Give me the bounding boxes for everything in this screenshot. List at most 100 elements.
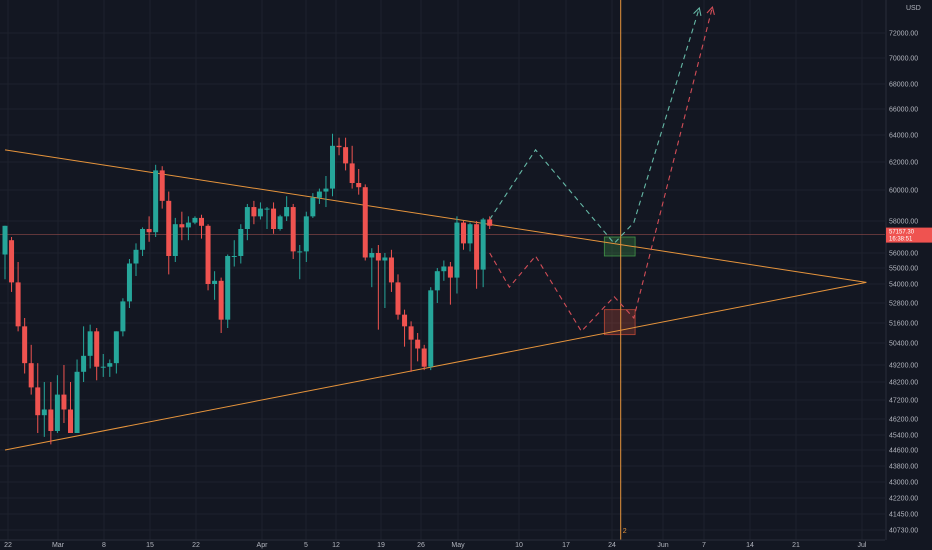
candle-body (133, 249, 139, 264)
time-tick-label: Mar (52, 542, 65, 549)
candle-body (15, 282, 21, 327)
candle-body (461, 222, 466, 244)
candle-body (212, 280, 218, 284)
candle-body (205, 225, 211, 284)
price-tick-label: 43800.00 (889, 464, 918, 471)
candle-body (41, 409, 47, 416)
time-tick-label: 10 (515, 542, 523, 549)
time-tick-label: 5 (304, 542, 308, 549)
current-price-time: 16:38:51 (889, 237, 913, 243)
price-tick-label: 56000.00 (889, 251, 918, 258)
price-tick-label: 40730.00 (889, 528, 918, 535)
candle-body (447, 266, 453, 278)
zone-bearish-target (603, 309, 636, 336)
candle-body (179, 224, 185, 228)
currency-label: USD (906, 5, 921, 12)
candle-body (172, 224, 178, 256)
candle-body (153, 170, 159, 233)
time-tick-label: Jun (657, 542, 668, 549)
price-tick-label: 55000.00 (889, 266, 918, 273)
candle-body (271, 208, 277, 229)
candle-body (349, 163, 355, 183)
candle-body (284, 207, 290, 217)
candle-body (140, 229, 146, 250)
price-tick-label: 42200.00 (889, 496, 918, 503)
candle-body (87, 331, 93, 356)
price-tick-label: 70000.00 (889, 56, 918, 63)
candle-body (264, 208, 270, 210)
time-tick-label: 15 (146, 542, 154, 549)
price-axis[interactable]: 72000.00 70000.00 68000.00 66000.00 64000.00… (885, 0, 932, 540)
candle-body (415, 339, 421, 349)
candle-body (487, 219, 493, 226)
candle-body (251, 207, 257, 217)
candle-body (68, 409, 73, 433)
time-tick-label: 22 (192, 542, 200, 549)
candle-body (185, 222, 191, 228)
time-tick-label: 14 (746, 542, 754, 549)
candle-body (428, 290, 434, 367)
price-tick-label: 60000.00 (889, 188, 918, 195)
time-tick-label: 26 (417, 542, 425, 549)
projection-arrow-bullish (693, 6, 702, 16)
candle-body (480, 219, 486, 270)
candle-body (257, 208, 263, 217)
price-tick-label: 50400.00 (889, 341, 918, 348)
candle-body (336, 145, 342, 148)
candle-body (290, 207, 296, 252)
time-axis[interactable]: 22 Mar 8 15 22 Apr 5 12 19 26 May 10 17 24 Jun 7 14 21 Jul (0, 539, 885, 549)
price-tick-label: 72000.00 (889, 31, 918, 38)
price-tick-label: 62000.00 (889, 160, 918, 167)
candle-body (22, 326, 28, 364)
candle-body (107, 363, 113, 367)
candle-body (362, 187, 368, 258)
candle-body (441, 266, 447, 272)
candle-body (120, 301, 126, 332)
candle-body (388, 257, 394, 283)
candle-body (474, 224, 480, 270)
price-tick-label: 45400.00 (889, 433, 918, 440)
candle-body (375, 253, 381, 261)
current-price-badge (886, 227, 932, 243)
time-tick-label: 19 (377, 542, 385, 549)
projection-arrow-bearish (706, 5, 715, 15)
price-tick-label: 66000.00 (889, 107, 918, 114)
candle-body (159, 170, 165, 201)
candle-body (382, 257, 388, 261)
candle-body (277, 216, 283, 229)
candle-body (81, 355, 87, 372)
time-tick-label: Apr (257, 542, 269, 549)
candle-body (192, 217, 198, 223)
time-tick-label: Jul (858, 542, 867, 549)
price-tick-label: 64000.00 (889, 133, 918, 140)
candle-body (244, 207, 250, 229)
candle-body (231, 256, 237, 257)
candle-body (9, 240, 15, 283)
vertical-line-label: 2 (623, 528, 627, 535)
candle-body (225, 256, 231, 320)
candle-body (310, 197, 316, 217)
candle-body (2, 225, 8, 255)
time-tick-label: 7 (702, 542, 706, 549)
time-tick-label: 17 (562, 542, 570, 549)
price-tick-label: 51600.00 (889, 321, 918, 328)
candle-body (146, 229, 152, 233)
candle-body (94, 331, 100, 367)
trendline-lower (4, 281, 867, 451)
candle-body (28, 363, 34, 388)
candle-body (343, 147, 349, 164)
drawings: 2 (0, 0, 885, 540)
time-tick-label: 8 (102, 542, 106, 549)
candle-body (199, 217, 204, 226)
candle-body (297, 251, 303, 253)
price-tick-label: 46200.00 (889, 417, 918, 424)
projection-bearish (489, 6, 713, 333)
candle-body (126, 263, 132, 302)
candle-body (454, 222, 460, 278)
candles (2, 133, 493, 445)
candle-body (408, 326, 414, 340)
price-tick-label: 44600.00 (889, 448, 918, 455)
time-tick-label: May (451, 542, 465, 549)
